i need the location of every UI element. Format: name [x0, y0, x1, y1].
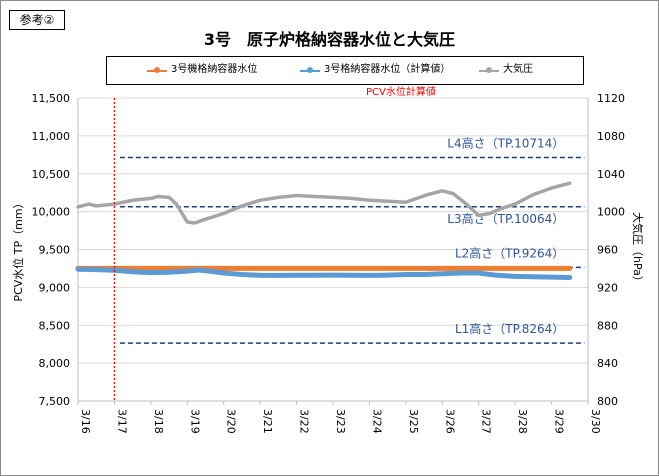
y-tick-label: 9,500 — [39, 244, 71, 257]
legend-item-pressure: 大気圧 — [479, 63, 559, 77]
x-tick-label: 3/16 — [79, 409, 92, 434]
series-line — [75, 266, 573, 280]
y2-tick-label: 880 — [597, 319, 618, 332]
reference-label: L2高さ（TP.9264） — [455, 245, 564, 260]
y-tick-label: 9,000 — [39, 281, 71, 294]
x-tick-label: 3/19 — [188, 409, 201, 434]
x-tick-label: 3/21 — [261, 409, 274, 434]
x-tick-label: 3/25 — [407, 409, 420, 434]
y2-tick-label: 920 — [597, 281, 618, 294]
legend: 3号機格納容器水位 3号格納容器水位（計算値） 大気圧 — [106, 56, 584, 85]
y2-axis-title: 大気圧（hPa） — [631, 212, 645, 287]
x-tick-label: 3/27 — [480, 409, 493, 434]
x-tick-label: 3/17 — [115, 409, 128, 434]
reference-label: L3高さ（TP.10064） — [447, 211, 564, 226]
reference-tag: 参考② — [9, 10, 65, 30]
y2-tick-label: 1080 — [597, 130, 625, 143]
y-tick-label: 7,500 — [39, 395, 71, 408]
y-tick-label: 8,500 — [39, 319, 71, 332]
legend-label: 3号格納容器水位（計算値） — [324, 64, 451, 75]
legend-item-pcv-calc: 3号格納容器水位（計算値） — [300, 63, 460, 77]
legend-marker-orange — [154, 67, 160, 73]
legend-label: 大気圧 — [503, 64, 533, 75]
y-tick-label: 8,000 — [39, 357, 71, 370]
y-tick-label: 10,000 — [32, 206, 71, 219]
legend-item-pcv-level: 3号機格納容器水位 — [147, 63, 287, 77]
y-tick-label: 11,500 — [32, 92, 71, 105]
x-tick-label: 3/30 — [589, 409, 602, 434]
legend-label: 3号機格納容器水位 — [171, 64, 258, 75]
y-axis-title: PCV水位 TP（mm） — [11, 197, 25, 301]
x-tick-label: 3/22 — [298, 409, 311, 434]
x-tick-label: 3/29 — [553, 409, 566, 434]
legend-marker-blue — [307, 67, 313, 73]
y-tick-label: 11,000 — [32, 130, 71, 143]
chart-title: 3号 原子炉格納容器水位と大気圧 — [203, 30, 456, 49]
x-tick-label: 3/26 — [443, 409, 456, 434]
y-tick-label: 10,500 — [32, 168, 71, 181]
x-tick-label: 3/23 — [334, 409, 347, 434]
pcv-calc-note: PCV水位計算値 — [366, 87, 436, 98]
y2-tick-label: 840 — [597, 357, 618, 370]
legend-marker-gray — [486, 67, 492, 73]
y2-tick-label: 1040 — [597, 168, 625, 181]
y2-tick-label: 800 — [597, 395, 618, 408]
x-tick-label: 3/28 — [516, 409, 529, 434]
reference-label: L4高さ（TP.10714） — [447, 136, 564, 151]
y2-tick-label: 1120 — [597, 92, 625, 105]
reference-label: L1高さ（TP.8264） — [455, 321, 564, 336]
y2-tick-label: 1000 — [597, 206, 625, 219]
x-tick-label: 3/20 — [225, 409, 238, 434]
series-line — [76, 181, 572, 225]
x-tick-label: 3/18 — [152, 409, 165, 434]
y2-tick-label: 960 — [597, 244, 618, 257]
x-tick-label: 3/24 — [370, 409, 383, 434]
